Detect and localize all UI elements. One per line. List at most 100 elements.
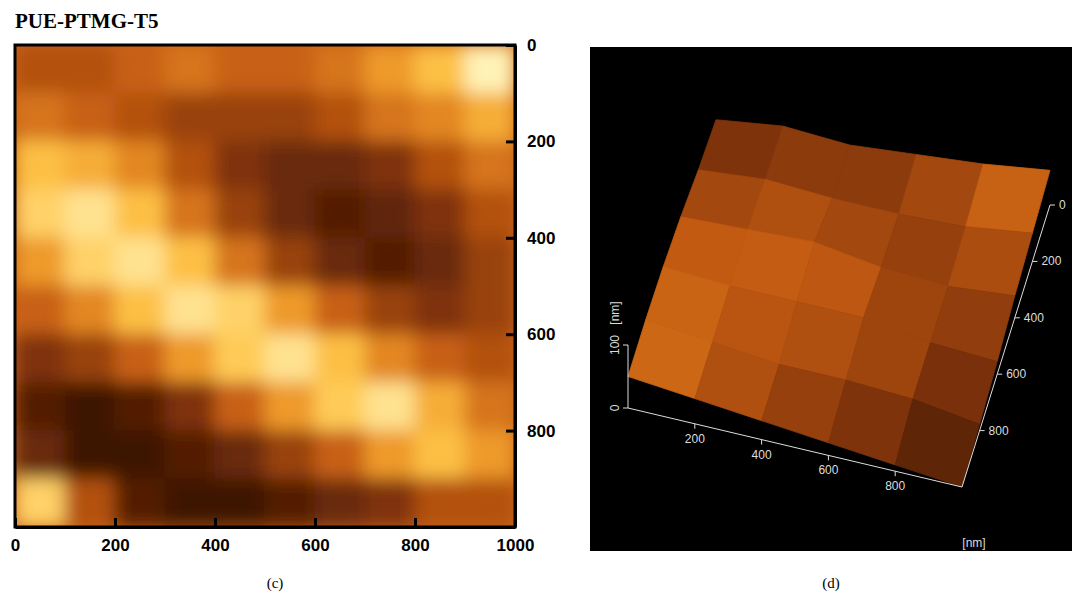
tick-mark [14,518,17,527]
height-cell [465,93,516,142]
panel-label: (c) [267,575,284,592]
tick: 400 [506,229,555,248]
tick-label: 0 [11,536,20,555]
tick: 200 [101,518,129,555]
height-cell [265,430,316,479]
tick-label: 0 [1059,198,1066,212]
height-cell [215,334,266,383]
height-cell [65,189,116,238]
height-cell [115,334,166,383]
height-cell [15,430,66,479]
height-cell [115,478,166,527]
axis-line-x [628,408,962,487]
tick: 0 [506,36,536,55]
tick-label: 200 [101,536,129,555]
axis-title: [nm] [608,301,622,324]
axis-line [514,46,517,528]
height-cell [315,237,366,286]
tick-label: 400 [201,536,229,555]
panel-label: (d) [822,575,840,592]
tick-label: 100 [608,335,622,355]
tick-label: 1000 [497,536,535,555]
height-cell [15,478,66,527]
tick-mark [506,237,515,240]
height-cell [115,93,166,142]
height-cell [365,430,416,479]
height-cell [215,478,266,527]
tick: 800 [506,422,555,441]
height-cell [465,382,516,431]
height-cell [115,141,166,190]
height-cell [165,286,216,335]
height-cell [365,478,416,527]
height-cell [365,334,416,383]
tick-label: 600 [527,325,555,344]
height-cell [215,237,266,286]
height-cell [415,237,466,286]
tick-mark [114,518,117,527]
height-cell [315,478,366,527]
height-cell [265,93,316,142]
height-cell [265,237,316,286]
height-cell [315,93,366,142]
tick-mark [980,430,985,431]
tick-label: 600 [301,536,329,555]
tick-label: 800 [885,479,905,493]
height-cell [465,45,516,94]
height-cell [215,189,266,238]
height-cell [365,237,416,286]
axis-line [16,526,516,529]
tick-mark [314,518,317,527]
surface-patch [948,227,1032,296]
height-cell [465,141,516,190]
height-cell [165,45,216,94]
height-cell [315,286,366,335]
tick: 0 [11,518,20,555]
height-cell [365,93,416,142]
tick-label: 0 [608,404,622,411]
axis-line-z [628,345,629,408]
axis: 0 200 400 600 800 [506,36,555,528]
height-cell [265,45,316,94]
height-cell [465,478,516,527]
chart-title: PUE-PTMG-T5 [15,9,158,33]
tick-label: 200 [527,132,555,151]
height-cell [165,430,216,479]
tick-mark [1032,261,1037,262]
canvas: 020040060080010000200400600800PUE-PTMG-T… [0,0,1078,602]
tick-label: 0 [527,36,536,55]
surface [628,120,1050,487]
tick-label: 200 [1041,254,1061,268]
height-cell [115,45,166,94]
height-cell [265,334,316,383]
height-cell [165,382,216,431]
height-cell [365,189,416,238]
tick-label: 200 [685,432,705,446]
tick-mark [506,140,515,143]
tick-label: 600 [818,463,838,477]
height-cell [315,334,366,383]
height-cell [15,334,66,383]
height-cell [165,93,216,142]
height-cell [65,141,116,190]
height-cell [415,286,466,335]
tick-label: 800 [527,422,555,441]
height-cell [315,430,366,479]
tick: 800 [401,518,429,555]
heatmap-ground [15,45,515,527]
height-cell [65,430,116,479]
height-cell [165,478,216,527]
height-cell [65,382,116,431]
height-cell [365,45,416,94]
height-cell [265,382,316,431]
tick-mark [997,374,1002,375]
height-cell [65,286,116,335]
height-cell [15,93,66,142]
tick-label: 600 [1006,367,1026,381]
tick-mark [694,424,695,429]
height-cell [365,382,416,431]
tick-mark [506,333,515,336]
height-cell [165,237,216,286]
height-cell [365,286,416,335]
height-cell [265,478,316,527]
